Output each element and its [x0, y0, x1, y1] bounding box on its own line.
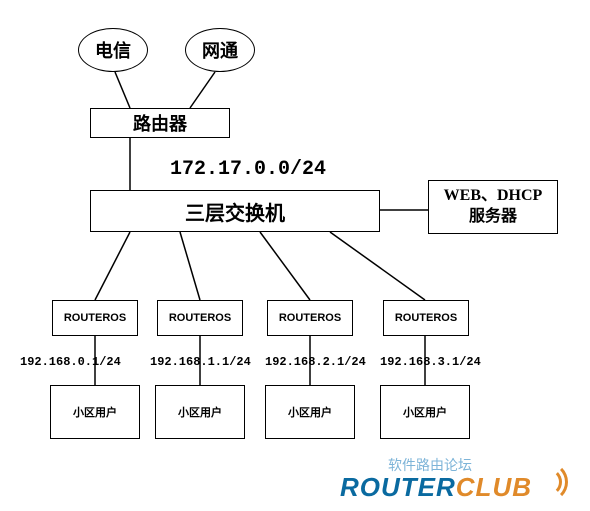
isp-telecom-label: 电信: [95, 37, 131, 63]
subnet-1: 192.168.1.1/24: [150, 355, 251, 369]
users-1-label: 小区用户: [178, 404, 222, 420]
watermark-brand-2: CLUB: [456, 472, 532, 502]
subnet-2: 192.168.2.1/24: [265, 355, 366, 369]
isp-telecom: 电信: [78, 28, 148, 72]
isp-netcom: 网通: [185, 28, 255, 72]
routeros-3-label: ROUTEROS: [395, 312, 457, 324]
users-3: 小区用户: [380, 385, 470, 439]
subnet-label: 172.17.0.0/24: [170, 158, 326, 181]
router-node: 路由器: [90, 108, 230, 138]
users-3-label: 小区用户: [403, 404, 447, 420]
users-0: 小区用户: [50, 385, 140, 439]
router-label: 路由器: [133, 110, 187, 136]
server-node: WEB、DHCP 服务器: [428, 180, 558, 234]
watermark-brand-1: ROUTER: [340, 472, 456, 502]
watermark-arc-icon-2: [534, 468, 562, 496]
watermark-logo: ROUTERCLUB: [340, 472, 532, 503]
routeros-2: ROUTEROS: [267, 300, 353, 336]
routeros-3: ROUTEROS: [383, 300, 469, 336]
server-label-1: WEB、DHCP: [444, 186, 543, 207]
users-2: 小区用户: [265, 385, 355, 439]
users-1: 小区用户: [155, 385, 245, 439]
l3-switch-node: 三层交换机: [90, 190, 380, 232]
subnet-0: 192.168.0.1/24: [20, 355, 121, 369]
users-2-label: 小区用户: [288, 404, 332, 420]
l3-switch-label: 三层交换机: [185, 197, 285, 226]
routeros-0-label: ROUTEROS: [64, 312, 126, 324]
routeros-2-label: ROUTEROS: [279, 312, 341, 324]
routeros-1-label: ROUTEROS: [169, 312, 231, 324]
server-label-2: 服务器: [469, 207, 517, 228]
users-0-label: 小区用户: [73, 404, 117, 420]
routeros-1: ROUTEROS: [157, 300, 243, 336]
isp-netcom-label: 网通: [202, 37, 238, 63]
subnet-3: 192.168.3.1/24: [380, 355, 481, 369]
routeros-0: ROUTEROS: [52, 300, 138, 336]
